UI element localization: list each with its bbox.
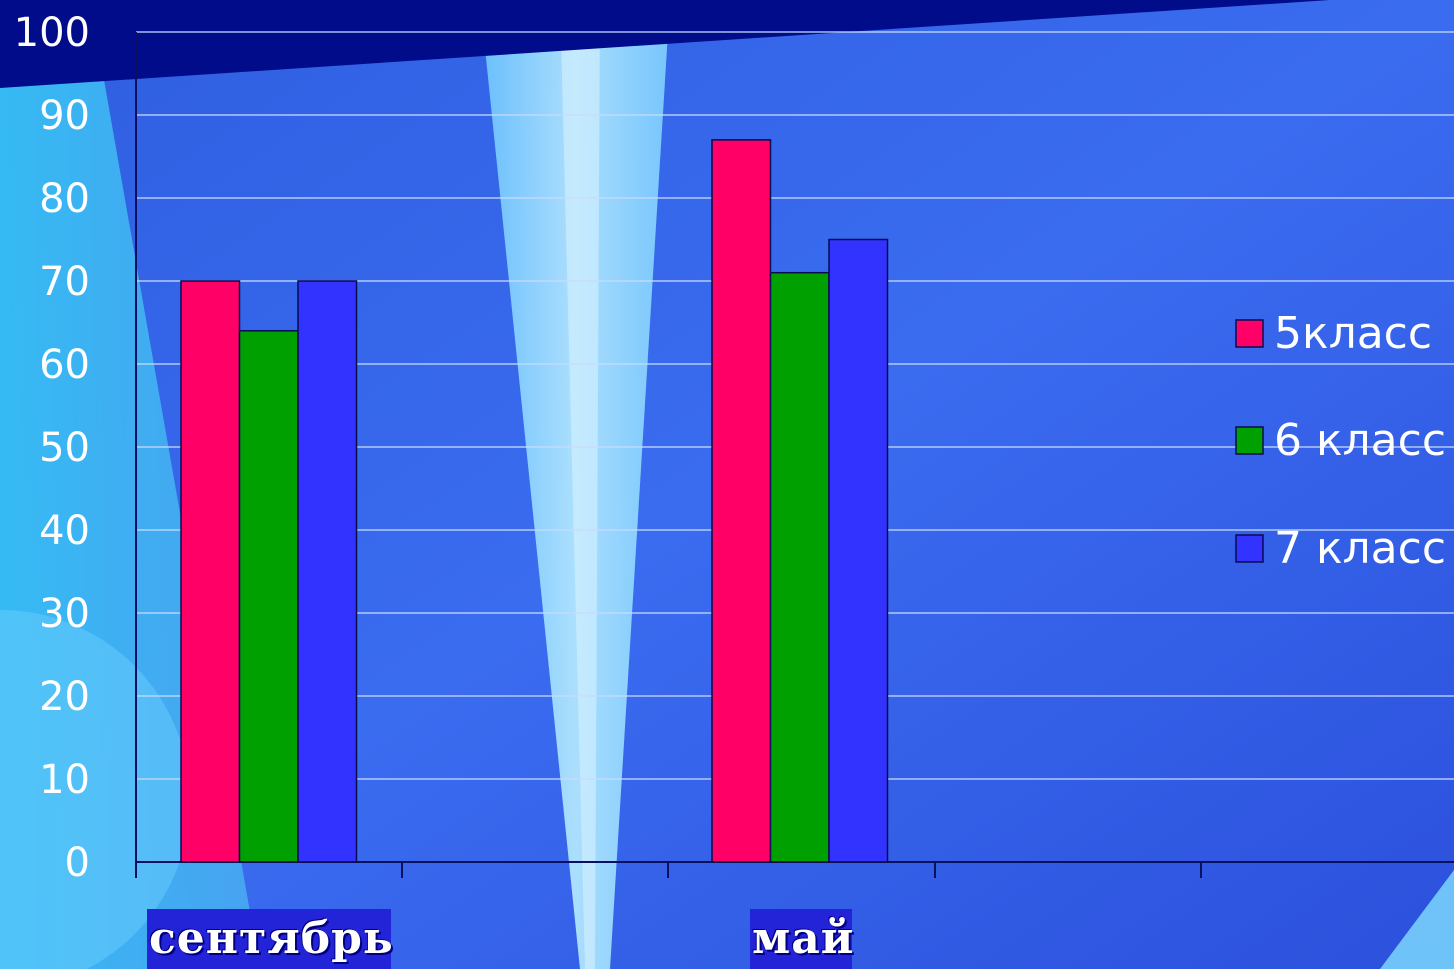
bar-may-series-2 (769, 271, 830, 863)
bars (180, 139, 889, 863)
legend-label-2: 6 класс (1274, 415, 1446, 466)
bar-september-series-3 (297, 280, 358, 863)
legend-swatch-3 (1235, 534, 1264, 563)
bar-september-series-2 (238, 330, 299, 863)
y-tick-100: 100 (14, 10, 90, 56)
legend-label-3: 7 класс (1274, 523, 1446, 574)
y-tick-40: 40 (39, 508, 90, 554)
category-label-box-may (750, 909, 852, 969)
y-tick-20: 20 (39, 674, 90, 720)
legend: 5класс 6 класс 7 класс (1235, 308, 1446, 574)
y-tick-30: 30 (39, 591, 90, 637)
bar-may-series-1 (711, 139, 772, 863)
y-tick-80: 80 (39, 176, 90, 222)
legend-swatch-1 (1235, 319, 1264, 348)
y-tick-90: 90 (39, 93, 90, 139)
legend-swatch-2 (1235, 426, 1264, 455)
y-tick-10: 10 (39, 757, 90, 803)
category-label-box-september (147, 909, 391, 969)
category-label-september: сентябрь (149, 913, 394, 964)
y-tick-60: 60 (39, 342, 90, 388)
bar-may-series-3 (828, 238, 889, 863)
legend-label-1: 5класс (1274, 308, 1432, 359)
y-tick-70: 70 (39, 259, 90, 305)
y-tick-0: 0 (65, 840, 90, 886)
category-label-may: май (752, 913, 855, 964)
y-tick-labels: 0 10 20 30 40 50 60 70 80 90 100 (14, 10, 90, 886)
y-tick-50: 50 (39, 425, 90, 471)
bar-september-series-1 (180, 280, 241, 863)
top-dark-banner (0, 0, 1330, 88)
